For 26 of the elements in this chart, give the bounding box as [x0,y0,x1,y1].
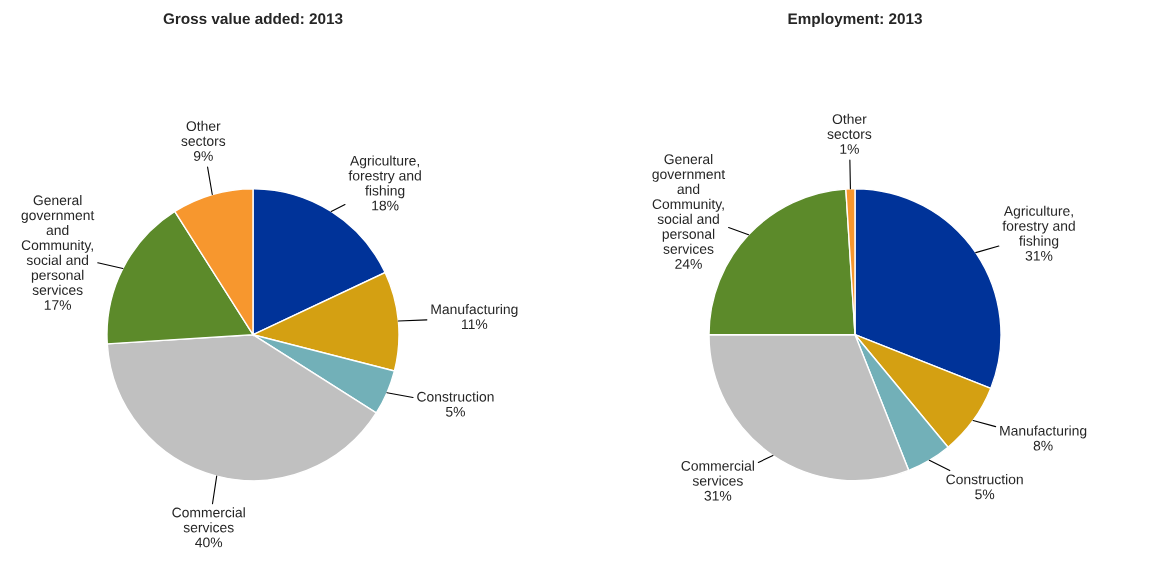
slice-label: Manufacturing [431,303,518,317]
slice-label: Agriculture, forestry and fishing [348,155,421,199]
data-label: 18% [372,200,399,211]
data-label: 31% [704,490,732,501]
data-label: 11% [462,319,488,330]
slice-label: Other sectors [181,120,226,146]
data-label: 5% [445,406,465,417]
data-label: 31% [1025,250,1053,261]
slice-label: Commercial services [172,507,245,533]
slice-label: Manufacturing [1000,425,1087,439]
chart-title: Employment: 2013 [788,12,922,28]
slice-label: Construction [417,391,494,402]
data-label: 40% [195,537,223,548]
data-label: 8% [1033,440,1053,451]
data-label: 1% [840,144,859,154]
data-label: 5% [975,489,995,500]
data-label: 17% [44,300,72,310]
slice-label: General government and Community, social and personal services [652,153,726,254]
slice-label: Construction [946,474,1023,485]
slice-label: Commercial services [681,460,754,486]
slice-label: Agriculture, forestry and fishing [1002,205,1075,249]
slice-label: Other sectors [827,113,872,139]
data-label: 9% [193,151,213,161]
slice-label: General government and Community, social and personal services [21,195,95,295]
data-label: 24% [675,259,702,269]
chart-title: Gross value added: 2013 [163,12,343,25]
